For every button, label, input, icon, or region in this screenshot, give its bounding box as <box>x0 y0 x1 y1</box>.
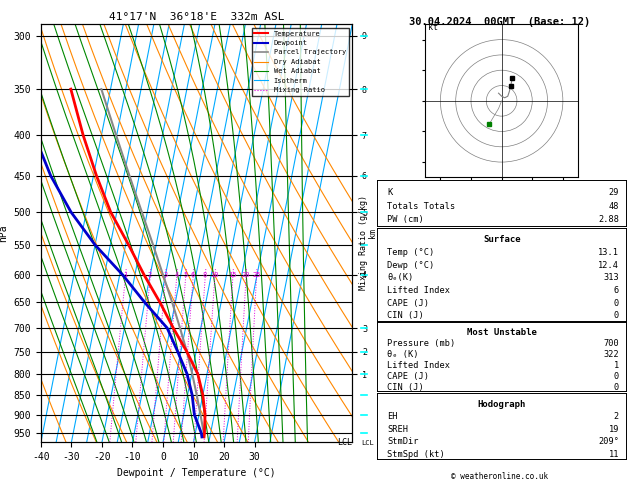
Text: Lifted Index: Lifted Index <box>387 286 450 295</box>
Text: Most Unstable: Most Unstable <box>467 328 537 337</box>
Text: 322: 322 <box>603 350 619 359</box>
Text: CIN (J): CIN (J) <box>387 311 424 320</box>
Text: PW (cm): PW (cm) <box>387 215 424 225</box>
Text: 2.88: 2.88 <box>598 215 619 225</box>
Text: 12.4: 12.4 <box>598 260 619 270</box>
Text: 0: 0 <box>614 298 619 308</box>
Legend: Temperature, Dewpoint, Parcel Trajectory, Dry Adiabat, Wet Adiabat, Isotherm, Mi: Temperature, Dewpoint, Parcel Trajectory… <box>252 28 348 96</box>
Text: 2: 2 <box>148 272 152 278</box>
Text: 6: 6 <box>191 272 195 278</box>
Text: 10: 10 <box>211 272 219 278</box>
Text: CAPE (J): CAPE (J) <box>387 298 430 308</box>
Y-axis label: km
ASL: km ASL <box>369 226 387 241</box>
Y-axis label: hPa: hPa <box>0 225 8 242</box>
Text: LCL: LCL <box>362 440 374 446</box>
Text: 4: 4 <box>174 272 179 278</box>
Text: 6: 6 <box>614 286 619 295</box>
Text: 313: 313 <box>603 273 619 282</box>
Text: 2: 2 <box>614 412 619 421</box>
Text: StmDir: StmDir <box>387 437 419 446</box>
Text: 0: 0 <box>614 372 619 381</box>
Title: 41°17'N  36°18'E  332m ASL: 41°17'N 36°18'E 332m ASL <box>109 12 284 22</box>
Text: 48: 48 <box>608 202 619 210</box>
Text: Hodograph: Hodograph <box>478 399 526 409</box>
X-axis label: Dewpoint / Temperature (°C): Dewpoint / Temperature (°C) <box>117 468 276 478</box>
Text: 13.1: 13.1 <box>598 248 619 257</box>
Text: K: K <box>387 188 392 196</box>
Text: 29: 29 <box>608 188 619 196</box>
Text: kt: kt <box>428 23 438 33</box>
Text: © weatheronline.co.uk: © weatheronline.co.uk <box>452 472 548 481</box>
Text: θₑ(K): θₑ(K) <box>387 273 414 282</box>
Text: 209°: 209° <box>598 437 619 446</box>
Text: Dewp (°C): Dewp (°C) <box>387 260 435 270</box>
Text: Surface: Surface <box>483 235 521 244</box>
Text: Temp (°C): Temp (°C) <box>387 248 435 257</box>
Text: LCL: LCL <box>337 438 352 447</box>
Text: 19: 19 <box>608 425 619 434</box>
Text: 11: 11 <box>608 450 619 459</box>
Text: 20: 20 <box>242 272 250 278</box>
Text: 30.04.2024  00GMT  (Base: 12): 30.04.2024 00GMT (Base: 12) <box>409 17 591 27</box>
Text: EH: EH <box>387 412 398 421</box>
Text: 3: 3 <box>163 272 167 278</box>
Text: Totals Totals: Totals Totals <box>387 202 455 210</box>
Text: SREH: SREH <box>387 425 408 434</box>
Text: 5: 5 <box>183 272 187 278</box>
Text: Mixing Ratio (g/kg): Mixing Ratio (g/kg) <box>359 195 368 291</box>
Text: Lifted Index: Lifted Index <box>387 361 450 370</box>
Text: StmSpd (kt): StmSpd (kt) <box>387 450 445 459</box>
Text: θₑ (K): θₑ (K) <box>387 350 419 359</box>
Text: 25: 25 <box>252 272 260 278</box>
Text: CAPE (J): CAPE (J) <box>387 372 430 381</box>
Text: CIN (J): CIN (J) <box>387 383 424 392</box>
Text: 700: 700 <box>603 339 619 348</box>
Text: 1: 1 <box>614 361 619 370</box>
Text: 15: 15 <box>228 272 237 278</box>
Text: 0: 0 <box>614 311 619 320</box>
Text: 1: 1 <box>123 272 127 278</box>
Text: 8: 8 <box>203 272 207 278</box>
Text: 0: 0 <box>614 383 619 392</box>
Text: Pressure (mb): Pressure (mb) <box>387 339 455 348</box>
